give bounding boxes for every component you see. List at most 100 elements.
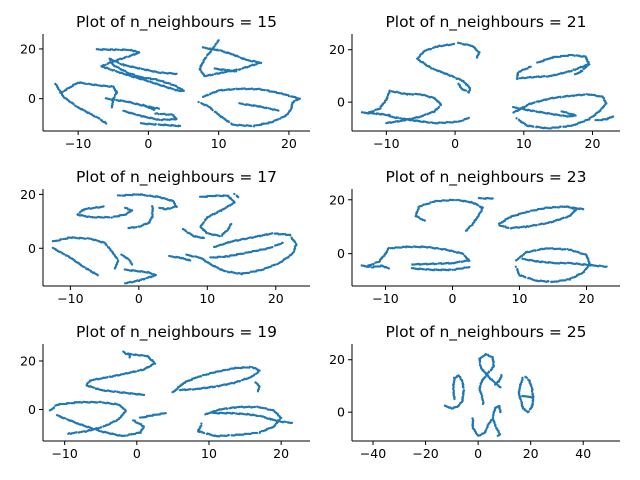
data-point [462, 253, 465, 256]
data-point [157, 107, 161, 110]
data-point [227, 69, 231, 72]
data-point [373, 112, 376, 115]
data-point [256, 390, 260, 393]
data-point [230, 222, 233, 226]
data-point [85, 82, 89, 86]
y-tick-label: 20 [20, 41, 36, 56]
point-cluster [515, 53, 591, 80]
x-tick-label: 0 [144, 136, 152, 151]
data-point [117, 48, 121, 51]
point-cluster [211, 411, 294, 425]
data-point [124, 282, 127, 285]
data-point [271, 245, 274, 249]
data-point [586, 64, 589, 67]
point-cluster [360, 264, 390, 270]
data-point [136, 369, 140, 372]
data-point [224, 368, 227, 372]
data-point [532, 125, 535, 128]
data-point [449, 268, 452, 271]
x-tick-label: 0 [133, 446, 141, 461]
data-point [554, 206, 557, 209]
point-cluster [128, 353, 132, 359]
data-point [164, 411, 167, 415]
data-point [274, 263, 277, 266]
data-point [527, 410, 530, 413]
data-point [218, 235, 221, 238]
data-point [105, 122, 108, 125]
data-point [127, 226, 130, 230]
data-point [372, 262, 375, 266]
x-tick-label: −10 [51, 446, 77, 461]
x-tick-label: 10 [211, 136, 227, 151]
data-point [385, 121, 388, 125]
subplot-title: Plot of n_neighbours = 17 [76, 168, 277, 187]
data-point [487, 370, 491, 373]
data-point [219, 255, 222, 258]
scatter-points [54, 39, 301, 128]
point-cluster [254, 381, 261, 393]
data-point [411, 263, 414, 266]
data-point [236, 195, 240, 199]
data-point [541, 260, 545, 263]
data-point [137, 225, 140, 228]
data-point [72, 102, 75, 106]
data-point [110, 61, 113, 64]
scatter-points [51, 192, 298, 285]
data-point [452, 198, 455, 202]
data-point [464, 229, 468, 232]
data-point [533, 109, 536, 112]
scatter-points [360, 41, 615, 130]
data-point [605, 265, 608, 268]
data-point [192, 255, 195, 258]
x-tick-label: 10 [512, 291, 528, 306]
data-point [492, 413, 495, 416]
x-tick-label: 20 [281, 136, 297, 151]
data-point [603, 98, 606, 102]
subplot-title: Plot of n_neighbours = 21 [385, 13, 586, 32]
point-cluster [51, 246, 99, 277]
data-point [491, 416, 495, 419]
data-point [142, 393, 146, 397]
data-point [172, 87, 175, 91]
data-point [98, 429, 101, 433]
data-point [96, 401, 99, 404]
point-cluster [594, 115, 615, 122]
data-point [486, 425, 489, 429]
point-cluster [197, 87, 301, 128]
data-point [84, 237, 87, 240]
data-point [498, 224, 501, 227]
data-point [527, 378, 530, 381]
data-point [499, 386, 502, 389]
point-cluster [209, 241, 284, 259]
data-point [248, 365, 252, 368]
x-tick-label: −10 [57, 291, 83, 306]
data-point [494, 383, 497, 386]
data-point [467, 116, 470, 120]
data-point [241, 102, 244, 106]
data-point [78, 211, 82, 214]
scatter-points [360, 196, 608, 284]
data-point [235, 70, 238, 73]
data-point [87, 215, 91, 218]
data-point [535, 100, 538, 103]
x-tick-label: 0 [449, 291, 457, 306]
data-point [105, 244, 108, 247]
x-tick-label: 0 [451, 136, 459, 151]
data-point [93, 115, 96, 118]
data-point [437, 247, 440, 250]
data-point [509, 227, 513, 230]
data-point [197, 100, 200, 104]
data-point [461, 381, 465, 385]
data-point [259, 430, 262, 433]
y-tick-label: 0 [337, 95, 345, 110]
point-cluster [496, 432, 502, 437]
point-cluster [457, 41, 481, 59]
x-tick-label: −10 [65, 136, 91, 151]
data-point [202, 95, 205, 99]
data-point [203, 431, 206, 435]
point-cluster [410, 265, 471, 272]
y-tick-label: 0 [337, 405, 345, 420]
data-point [208, 93, 212, 96]
data-point [437, 262, 440, 265]
data-point [119, 194, 122, 197]
